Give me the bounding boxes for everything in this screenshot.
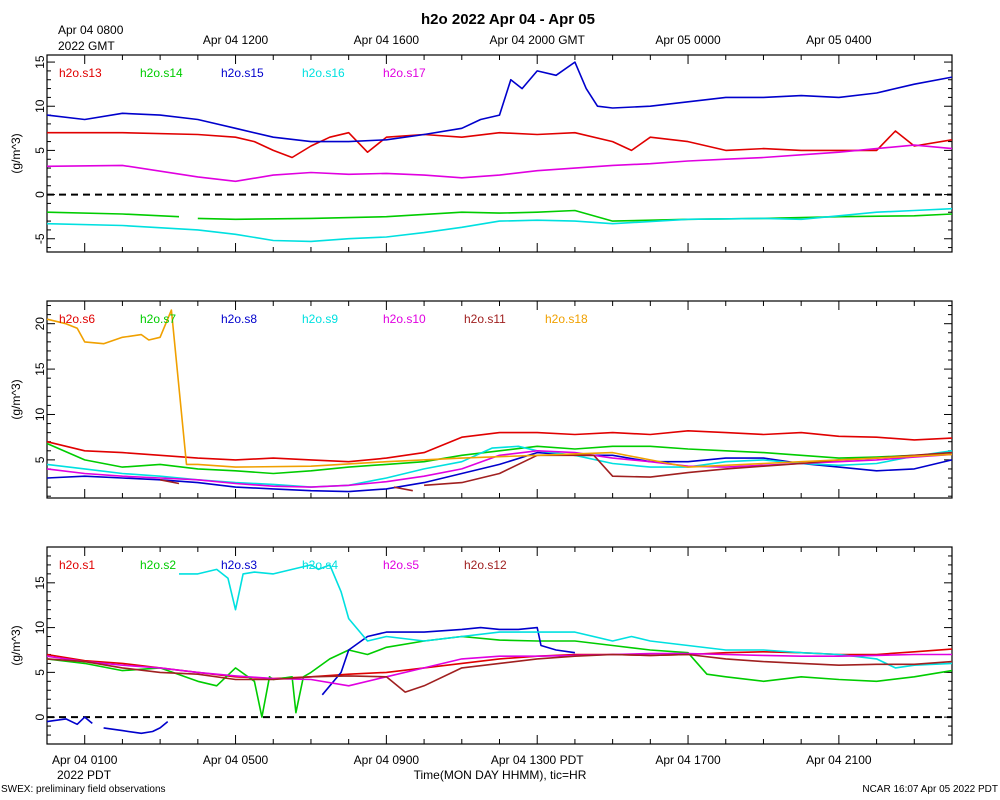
footer-left: SWEX: preliminary field observations xyxy=(1,784,166,795)
legend-entry-h2o-s3: h2o.s3 xyxy=(221,558,257,572)
top-axis-tick-labels: Apr 04 1200 Apr 04 1600 Apr 04 2000 GMT Apr… xyxy=(203,33,872,47)
series-line-h2o-s12 xyxy=(46,653,953,693)
y-tick-label: 5 xyxy=(33,669,47,676)
series-line-h2o-s8 xyxy=(46,451,953,493)
plot-frame xyxy=(46,546,953,745)
y-tick-label: 15 xyxy=(33,55,47,69)
y-axis-label: (g/m^3) xyxy=(9,133,23,173)
legend-entry-h2o-s14: h2o.s14 xyxy=(140,66,183,80)
bottom-tick-label: Apr 04 1700 xyxy=(655,753,721,767)
series-line-h2o-s15 xyxy=(46,61,953,143)
footer-right: NCAR 16:07 Apr 05 2022 PDT xyxy=(862,784,998,795)
y-tick-label: 0 xyxy=(33,191,47,198)
series-line-h2o-s16 xyxy=(46,207,953,243)
x-axis-label: Time(MON DAY HHMM), tic=HR xyxy=(414,768,587,782)
legend-entry-h2o-s9: h2o.s9 xyxy=(302,312,338,326)
series-line-h2o-s6 xyxy=(46,430,953,463)
plot-frame xyxy=(46,300,953,499)
y-tick-label: 10 xyxy=(33,621,47,635)
y-tick-label: 15 xyxy=(33,362,47,376)
chart-title: h2o 2022 Apr 04 - Apr 05 xyxy=(421,11,595,28)
series-line-h2o-s2 xyxy=(46,635,953,718)
y-tick-label: 0 xyxy=(33,713,47,720)
legend-entry-h2o-s5: h2o.s5 xyxy=(383,558,419,572)
panel-top: -5 0 5 10 15 (g/m^3) h2o.s13 h2o.s14 h2o.s15 h2o.… xyxy=(9,54,953,253)
panel-bottom: 0 5 10 15 (g/m^3) h2o.s1 h2o.s2 h2o.s3 h2o.s4 h2o… xyxy=(9,546,953,745)
bottom-axis-tick-labels: Apr 04 0100 Apr 04 0500 Apr 04 0900 Apr 04 … xyxy=(52,753,872,767)
y-tick-label: 10 xyxy=(33,99,47,113)
top-tick-label: Apr 05 0400 xyxy=(806,33,872,47)
y-tick-label: 5 xyxy=(33,456,47,463)
series-line-h2o-s5 xyxy=(46,652,952,687)
y-tick-label: -5 xyxy=(33,233,47,244)
top-tick-label: Apr 04 1600 xyxy=(354,33,420,47)
legend-entry-h2o-s2: h2o.s2 xyxy=(140,558,176,572)
y-tick-label: 15 xyxy=(33,576,47,590)
bottom-tick-label: Apr 04 2100 xyxy=(806,753,872,767)
bottom-tick-label: Apr 04 1300 PDT xyxy=(491,753,584,767)
bottom-tick-label: Apr 04 0100 xyxy=(52,753,118,767)
legend-entry-h2o-s11: h2o.s11 xyxy=(464,312,506,326)
legend-entry-h2o-s10: h2o.s10 xyxy=(383,312,426,326)
top-start-label-2: 2022 GMT xyxy=(58,39,115,53)
bottom-tick-label: Apr 04 0500 xyxy=(203,753,269,767)
y-axis-label: (g/m^3) xyxy=(9,625,23,665)
series-line-h2o-s18 xyxy=(46,309,953,468)
series-line-h2o-s3 xyxy=(46,626,576,735)
series-line-h2o-s13 xyxy=(47,130,953,159)
series-line-h2o-s14 xyxy=(46,209,953,222)
legend-entry-h2o-s6: h2o.s6 xyxy=(59,312,95,326)
y-tick-label: 5 xyxy=(33,147,47,154)
legend-entry-h2o-s13: h2o.s13 xyxy=(59,66,102,80)
top-tick-label: Apr 04 2000 GMT xyxy=(490,33,586,47)
top-tick-label: Apr 04 1200 xyxy=(203,33,269,47)
series-line-h2o-s17 xyxy=(46,144,953,183)
legend-entry-h2o-s8: h2o.s8 xyxy=(221,312,257,326)
legend-entry-h2o-s4: h2o.s4 xyxy=(302,558,338,572)
y-axis-label: (g/m^3) xyxy=(9,379,23,419)
bottom-start-label: 2022 PDT xyxy=(57,768,112,782)
legend-entry-h2o-s18: h2o.s18 xyxy=(545,312,588,326)
legend-entry-h2o-s16: h2o.s16 xyxy=(302,66,345,80)
top-tick-label: Apr 05 0000 xyxy=(655,33,721,47)
legend-entry-h2o-s15: h2o.s15 xyxy=(221,66,264,80)
legend-entry-h2o-s17: h2o.s17 xyxy=(383,66,426,80)
series-line-h2o-s4 xyxy=(179,564,953,669)
legend-entry-h2o-s12: h2o.s12 xyxy=(464,558,507,572)
y-tick-label: 10 xyxy=(33,407,47,421)
legend-entry-h2o-s1: h2o.s1 xyxy=(59,558,95,572)
top-start-label-1: Apr 04 0800 xyxy=(58,23,124,37)
bottom-tick-label: Apr 04 0900 xyxy=(354,753,420,767)
panel-middle: 5 10 15 20 (g/m^3) h2o.s6 h2o.s7 h2o.s8 h2o.s9 h2… xyxy=(9,300,953,499)
series-line-h2o-s7 xyxy=(46,442,953,475)
legend-entry-h2o-s7: h2o.s7 xyxy=(140,312,176,326)
y-tick-label: 20 xyxy=(33,317,47,331)
